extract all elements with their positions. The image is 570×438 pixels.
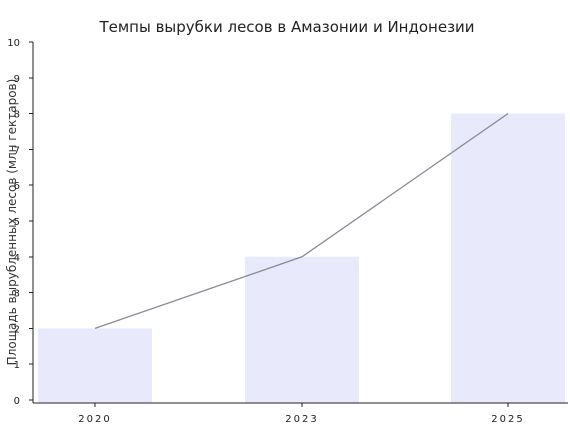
y-tick-label-5: 5 bbox=[14, 217, 20, 228]
line-layer bbox=[94, 113, 509, 330]
axes-layer bbox=[32, 42, 568, 404]
y-tick-label-9: 9 bbox=[14, 74, 20, 85]
y-tick-label-10: 10 bbox=[7, 38, 20, 49]
x-tick-label-2020: 2020 bbox=[78, 414, 111, 425]
y-tick-label-8: 8 bbox=[14, 110, 20, 121]
y-tick-label-1: 1 bbox=[14, 360, 20, 371]
y-tick-label-2: 2 bbox=[14, 324, 20, 335]
y-tick-label-7: 7 bbox=[14, 145, 20, 156]
y-axis-label: Площадь вырубленных лесов (млн гектаров) bbox=[5, 79, 19, 366]
y-tick-label-4: 4 bbox=[14, 253, 20, 264]
bar-2023 bbox=[245, 256, 359, 403]
chart-title: Темпы вырубки лесов в Амазонии и Индонез… bbox=[98, 18, 474, 36]
y-tick-label-0: 0 bbox=[14, 396, 20, 407]
y-tick-label-6: 6 bbox=[14, 181, 20, 192]
x-tick-label-2025: 2025 bbox=[491, 414, 524, 425]
y-tick-label-3: 3 bbox=[14, 289, 20, 300]
ticks-layer: 0 1 2 3 4 5 6 7 8 9 10 2020 2023 2025 bbox=[7, 38, 524, 425]
bar-2025 bbox=[451, 113, 565, 403]
bars-layer bbox=[38, 113, 565, 403]
x-tick-label-2023: 2023 bbox=[285, 414, 318, 425]
trend-line bbox=[94, 113, 509, 330]
bar-2020 bbox=[38, 328, 152, 403]
